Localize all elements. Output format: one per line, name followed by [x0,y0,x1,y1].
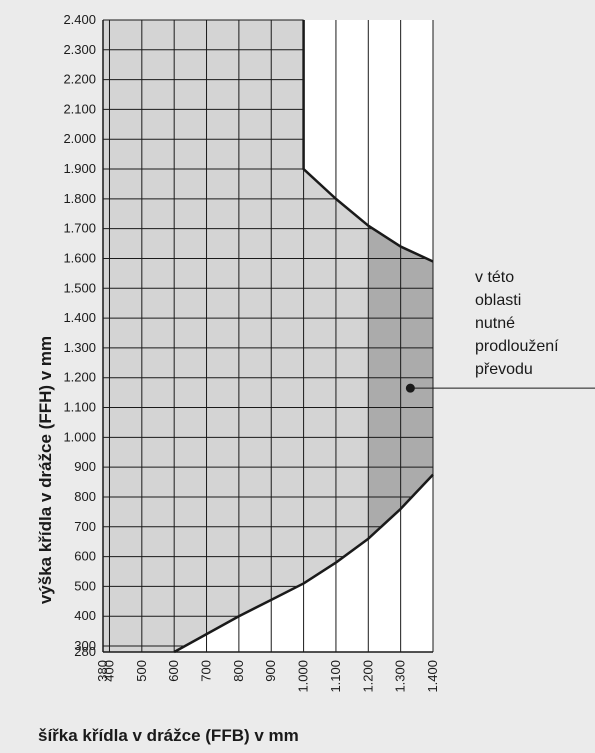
chart-fills [103,20,433,652]
y-tick-label: 2.300 [63,42,96,57]
x-tick-label: 800 [231,660,246,682]
annotation-text-line: převodu [475,361,533,378]
x-tick-label: 1.400 [425,660,440,693]
x-tick-label: 1.100 [328,660,343,693]
x-tick-label: 1.200 [360,660,375,693]
y-tick-label: 2.100 [63,101,96,116]
y-tick-label: 800 [74,489,96,504]
y-tick-label: 280 [74,644,96,659]
y-tick-label: 600 [74,549,96,564]
annotation-text-line: v této [475,269,514,286]
y-tick-label: 1.200 [63,370,96,385]
y-tick-label: 1.500 [63,280,96,295]
x-tick-label: 900 [263,660,278,682]
y-tick-label: 1.100 [63,400,96,415]
x-tick-label: 400 [101,660,116,682]
annotation-text-line: nutné [475,315,515,332]
annotation: v této oblasti nutné prodloužení převodu [405,269,595,393]
y-tick-label: 300 [74,638,96,653]
y-axis-title: výška křídla v drážce (FFH) v mm [36,336,55,604]
y-tick-label: 700 [74,519,96,534]
y-tick-label: 1.600 [63,250,96,265]
x-tick-label: 380 [95,660,110,682]
y-tick-label: 1.300 [63,340,96,355]
y-tick-label: 1.400 [63,310,96,325]
application-area [103,20,433,652]
annotation-text-line: oblasti [475,292,521,309]
chart-boundaries [102,20,434,654]
y-tick-label: 900 [74,459,96,474]
x-tick-label: 600 [166,660,181,682]
y-tick-label: 2.200 [63,72,96,87]
upper-boundary-curve [302,20,434,263]
y-tick-label: 2.000 [63,131,96,146]
x-tick-label: 1.300 [393,660,408,693]
y-tick-label: 400 [74,608,96,623]
annotation-point [405,383,415,393]
x-axis-title: šířka křídla v drážce (FFB) v mm [38,726,299,745]
lower-boundary-curve [173,473,434,654]
x-tick-label: 500 [134,660,149,682]
annotation-text-line: prodloužení [475,338,559,355]
chart-grid [102,19,434,653]
y-tick-label: 1.900 [63,161,96,176]
y-tick-label: 500 [74,578,96,593]
x-tick-label: 700 [199,660,214,682]
y-tick-label: 1.700 [63,221,96,236]
x-tick-label: 1.000 [296,660,311,693]
y-tick-label: 1.800 [63,191,96,206]
y-tick-label: 2.400 [63,12,96,27]
y-tick-label: 1.000 [63,429,96,444]
